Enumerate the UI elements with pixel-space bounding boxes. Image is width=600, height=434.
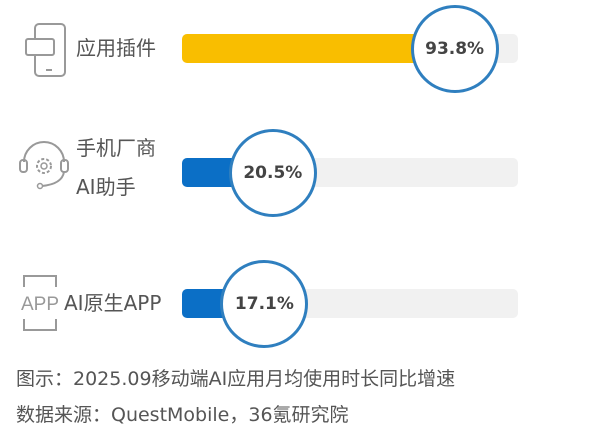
app-icon-text: APP [21, 294, 59, 315]
data-label: 17.1% [234, 294, 294, 314]
bar-fill [182, 34, 455, 63]
data-source: 数据来源：QuestMobile，36氪研究院 [16, 404, 349, 426]
category-label: 手机厂商 AI助手 [76, 132, 156, 204]
bar-track: 17.1% [182, 260, 518, 348]
app-frame-icon: APP [21, 275, 59, 331]
data-label: 93.8% [425, 39, 485, 59]
headset-gear-icon [19, 141, 69, 190]
data-label-circle: 93.8% [410, 5, 499, 93]
bar-track: 20.5% [182, 129, 518, 217]
bar-track: 93.8% [182, 5, 518, 93]
category-label-line: AI助手 [76, 175, 136, 199]
data-label: 20.5% [243, 163, 303, 183]
chart-caption: 图示：2025.09移动端AI应用月均使用时长同比增速 [16, 368, 456, 390]
category-label: AI原生APP [64, 291, 162, 315]
category-label: 应用插件 [76, 36, 156, 60]
phone-plugin-icon [25, 23, 66, 77]
category-label-line: 手机厂商 [76, 136, 156, 160]
data-label-circle: 20.5% [228, 129, 317, 217]
data-label-circle: 17.1% [220, 260, 309, 348]
